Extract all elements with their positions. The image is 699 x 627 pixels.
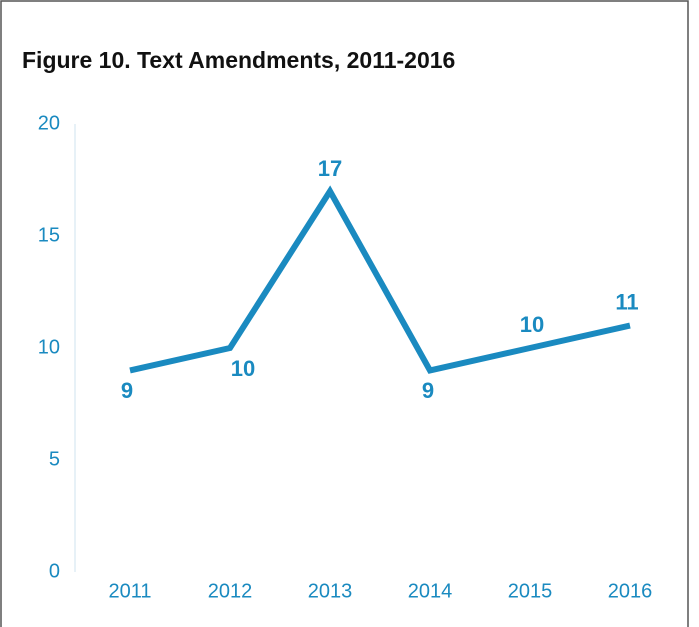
line <box>129 185 631 374</box>
data-label: 9 <box>121 378 133 403</box>
data-label: 9 <box>422 378 434 403</box>
y-tick-label: 15 <box>38 224 60 246</box>
data-label: 17 <box>318 156 342 181</box>
y-tick-label: 10 <box>38 336 60 358</box>
x-tick-label: 2013 <box>308 580 353 602</box>
x-tick-label: 2015 <box>508 580 553 602</box>
x-tick-label: 2014 <box>408 580 453 602</box>
y-tick-label: 20 <box>38 112 60 134</box>
data-label: 10 <box>231 356 255 381</box>
data-label: 10 <box>520 312 544 337</box>
y-tick-label: 5 <box>49 448 60 470</box>
chart-title: Figure 10. Text Amendments, 2011-2016 <box>22 47 455 73</box>
data-label: 11 <box>615 289 638 314</box>
x-tick-label: 2011 <box>108 580 151 602</box>
x-tick-label: 2016 <box>608 580 653 602</box>
y-tick-label: 0 <box>49 560 60 582</box>
x-tick-label: 2012 <box>208 580 253 602</box>
